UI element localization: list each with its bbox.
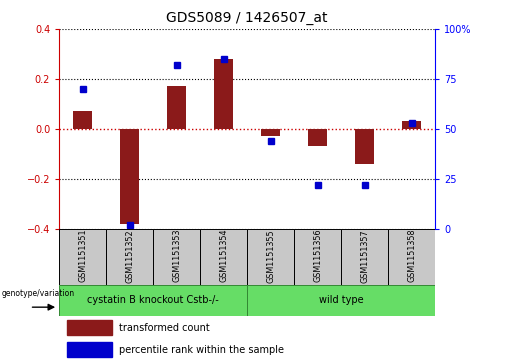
- Text: cystatin B knockout Cstb-/-: cystatin B knockout Cstb-/-: [88, 295, 219, 305]
- Title: GDS5089 / 1426507_at: GDS5089 / 1426507_at: [166, 11, 328, 25]
- Text: GSM1151356: GSM1151356: [313, 229, 322, 282]
- Text: GSM1151351: GSM1151351: [78, 229, 87, 282]
- Bar: [73, 111, 92, 129]
- Bar: [341, 229, 388, 285]
- Bar: [200, 229, 247, 285]
- Text: GSM1151358: GSM1151358: [407, 229, 416, 282]
- Text: GSM1151352: GSM1151352: [125, 229, 134, 282]
- Bar: [59, 285, 247, 316]
- Bar: [153, 229, 200, 285]
- Bar: [121, 129, 139, 224]
- Text: percentile rank within the sample: percentile rank within the sample: [119, 345, 284, 355]
- Bar: [59, 229, 106, 285]
- Bar: [261, 129, 280, 136]
- Text: GSM1151355: GSM1151355: [266, 229, 275, 282]
- Bar: [294, 229, 341, 285]
- Bar: [167, 86, 186, 129]
- Text: wild type: wild type: [319, 295, 364, 305]
- Bar: [402, 121, 421, 129]
- Bar: [106, 229, 153, 285]
- Text: GSM1151354: GSM1151354: [219, 229, 228, 282]
- Text: GSM1151353: GSM1151353: [172, 229, 181, 282]
- Text: genotype/variation: genotype/variation: [1, 289, 74, 298]
- Text: transformed count: transformed count: [119, 323, 210, 333]
- Bar: [308, 129, 327, 146]
- Bar: [247, 229, 294, 285]
- Text: GSM1151357: GSM1151357: [360, 229, 369, 282]
- Bar: [388, 229, 435, 285]
- Bar: [67, 342, 112, 357]
- Bar: [355, 129, 374, 164]
- Bar: [214, 59, 233, 129]
- Bar: [67, 320, 112, 335]
- Bar: [247, 285, 435, 316]
